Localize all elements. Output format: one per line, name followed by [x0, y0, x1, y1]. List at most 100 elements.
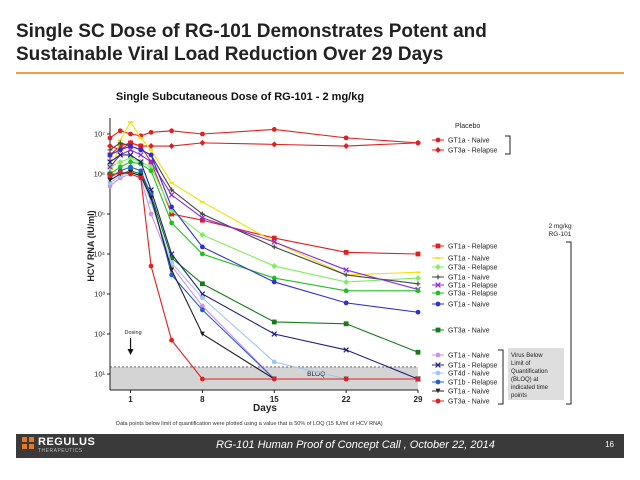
x-axis-label: Days	[253, 403, 277, 414]
bloq-note-box	[508, 348, 564, 400]
data-point	[169, 187, 174, 193]
data-point	[271, 244, 277, 250]
data-point	[343, 143, 350, 150]
data-point	[117, 164, 123, 170]
placebo-label: Placebo	[455, 123, 480, 130]
legend-label-3: GT1a - Naive	[448, 256, 490, 263]
legend-label-6: GT1a - Relapse	[448, 283, 498, 290]
series-line	[109, 166, 418, 380]
data-point	[107, 180, 113, 186]
series-line	[109, 149, 419, 290]
series-line	[109, 142, 419, 285]
data-point	[415, 309, 421, 315]
data-point	[128, 159, 133, 165]
viral-load-chart: Single Subcutaneous Dose of RG-101 - 2 m…	[86, 91, 572, 427]
series-line	[109, 171, 418, 380]
data-point	[435, 398, 441, 404]
data-point	[200, 244, 205, 250]
data-point	[271, 279, 277, 285]
legend-label-1: GT3a - Relapse	[448, 148, 498, 155]
data-point	[107, 147, 113, 153]
series-4	[107, 155, 421, 285]
slide-title: Single SC Dose of RG-101 Demonstrates Po…	[16, 21, 487, 65]
legend-label-13: GT1b - Relapse	[448, 380, 498, 387]
data-point	[435, 274, 441, 280]
data-point	[435, 352, 441, 358]
legend-label-0: GT1a - Naive	[448, 138, 490, 145]
data-point	[415, 288, 421, 294]
series-line	[109, 128, 419, 144]
data-point	[435, 243, 441, 249]
series-line	[109, 154, 419, 380]
data-point	[415, 251, 421, 257]
data-point	[117, 169, 123, 175]
dosing-arrowhead	[127, 349, 134, 355]
legend-label-15: GT3a - Naive	[448, 399, 490, 406]
data-point	[435, 388, 441, 394]
data-point	[148, 195, 154, 201]
y-tick-label: 10⁷	[94, 130, 105, 139]
series-line	[109, 142, 419, 255]
data-point	[169, 255, 174, 261]
data-point	[271, 359, 277, 365]
bloq-note-line-0: Virus Below	[511, 353, 543, 359]
legend-label-14: GT1a - Naive	[448, 389, 490, 396]
series-13	[107, 164, 421, 382]
data-point	[128, 140, 133, 146]
data-point	[107, 164, 113, 170]
data-point	[415, 349, 421, 355]
data-point	[415, 376, 421, 382]
series-line	[110, 170, 419, 353]
legend-label-11: GT1a - Relapse	[448, 363, 498, 370]
data-point	[117, 128, 123, 134]
y-tick-label: 10⁴	[93, 250, 105, 259]
bloq-note-line-2: Quantification	[511, 369, 548, 375]
placebo-bracket	[505, 135, 511, 155]
series-line	[109, 157, 419, 283]
data-point	[435, 362, 441, 368]
series-15	[107, 169, 421, 382]
data-point	[199, 215, 206, 221]
data-point	[435, 147, 441, 153]
data-point	[148, 163, 155, 170]
series-1	[107, 139, 421, 153]
data-point	[107, 135, 113, 141]
data-point	[128, 143, 133, 149]
data-point	[169, 220, 175, 226]
bloq-note-line-4: indicated time	[511, 385, 549, 391]
legend-label-4: GT3a - Relapse	[448, 265, 498, 272]
chart-title: Single Subcutaneous Dose of RG-101 - 2 m…	[116, 91, 364, 103]
data-point	[435, 370, 441, 376]
data-point	[117, 152, 124, 158]
data-point	[435, 301, 441, 307]
y-tick-label: 10³	[94, 290, 105, 299]
data-point	[343, 135, 349, 141]
data-point	[169, 211, 174, 217]
regulus-logo-icon	[22, 437, 34, 449]
series-0	[107, 127, 421, 146]
footer-caption: RG-101 Human Proof of Concept Call , Oct…	[216, 439, 495, 451]
data-point	[271, 331, 278, 337]
data-point	[137, 152, 144, 158]
data-point	[148, 263, 154, 269]
data-point	[107, 143, 113, 150]
data-point	[271, 376, 277, 382]
data-point	[169, 204, 175, 210]
data-point	[200, 307, 205, 313]
data-point	[107, 177, 113, 183]
dose-label-line-1: RG-101	[549, 231, 572, 238]
data-point	[138, 168, 144, 174]
series-line	[109, 142, 419, 151]
x-tick-label: 1	[128, 395, 133, 404]
data-point	[343, 272, 349, 278]
footer-brand: REGULUS	[38, 436, 96, 448]
legend-label-2: GT1a - Relapse	[448, 244, 498, 251]
data-point	[128, 164, 133, 170]
data-point	[117, 147, 123, 153]
data-point	[271, 263, 278, 270]
data-point	[271, 127, 277, 132]
series-6	[107, 147, 421, 293]
data-point	[343, 249, 349, 255]
series-line	[109, 161, 418, 292]
data-point	[200, 295, 205, 301]
